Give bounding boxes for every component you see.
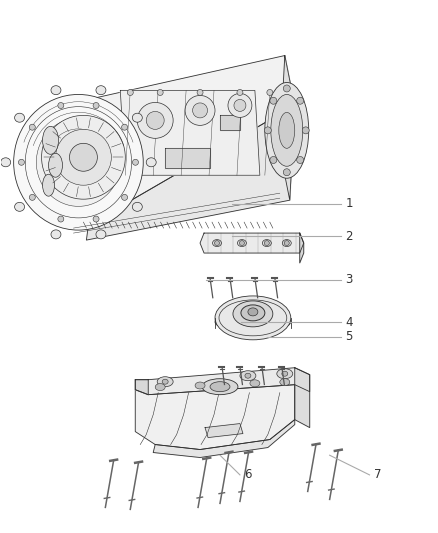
Text: 5: 5 [345, 330, 353, 343]
Polygon shape [86, 106, 295, 240]
Circle shape [283, 169, 290, 176]
Ellipse shape [185, 95, 215, 125]
Ellipse shape [1, 158, 11, 167]
Ellipse shape [283, 239, 291, 247]
Circle shape [297, 97, 304, 104]
Circle shape [93, 216, 99, 222]
Circle shape [270, 157, 277, 164]
Circle shape [270, 97, 277, 104]
Ellipse shape [234, 100, 246, 111]
Text: 7: 7 [374, 469, 381, 481]
Ellipse shape [237, 239, 247, 247]
Circle shape [122, 124, 127, 130]
Circle shape [265, 240, 269, 246]
Circle shape [283, 85, 290, 92]
Ellipse shape [132, 113, 142, 122]
Ellipse shape [51, 86, 61, 95]
Circle shape [58, 102, 64, 109]
Ellipse shape [210, 382, 230, 392]
Ellipse shape [265, 83, 309, 178]
Circle shape [122, 195, 127, 200]
Ellipse shape [240, 371, 256, 381]
Polygon shape [153, 419, 295, 457]
Text: 4: 4 [345, 316, 353, 329]
Ellipse shape [241, 305, 265, 321]
Ellipse shape [42, 126, 59, 154]
Text: 3: 3 [345, 273, 353, 286]
Text: 2: 2 [345, 230, 353, 243]
Ellipse shape [279, 112, 295, 148]
Ellipse shape [248, 308, 258, 316]
Circle shape [157, 90, 163, 95]
Circle shape [215, 240, 219, 246]
Ellipse shape [157, 377, 173, 386]
Ellipse shape [96, 86, 106, 95]
Ellipse shape [56, 130, 111, 185]
Polygon shape [300, 233, 304, 263]
Polygon shape [220, 116, 240, 131]
Ellipse shape [51, 230, 61, 239]
Circle shape [58, 216, 64, 222]
Ellipse shape [146, 111, 164, 130]
Polygon shape [120, 91, 260, 175]
Ellipse shape [162, 379, 168, 384]
Ellipse shape [42, 174, 54, 196]
Polygon shape [88, 55, 295, 225]
Ellipse shape [14, 94, 143, 230]
Ellipse shape [49, 154, 63, 177]
Ellipse shape [70, 143, 97, 171]
Ellipse shape [155, 384, 165, 391]
Polygon shape [165, 148, 210, 168]
Ellipse shape [215, 312, 291, 332]
Circle shape [93, 102, 99, 109]
Ellipse shape [282, 371, 288, 376]
Ellipse shape [195, 382, 205, 389]
Circle shape [29, 195, 35, 200]
Circle shape [29, 124, 35, 130]
Circle shape [132, 159, 138, 165]
Ellipse shape [262, 239, 271, 247]
Polygon shape [135, 379, 148, 394]
Circle shape [265, 127, 271, 134]
Circle shape [267, 90, 273, 95]
Circle shape [18, 159, 25, 165]
Ellipse shape [42, 116, 125, 199]
Text: 1: 1 [345, 197, 353, 211]
Ellipse shape [280, 378, 290, 385]
Ellipse shape [228, 93, 252, 117]
Ellipse shape [215, 296, 291, 340]
Circle shape [237, 90, 243, 95]
Ellipse shape [132, 203, 142, 211]
Circle shape [240, 240, 244, 246]
Ellipse shape [250, 380, 260, 387]
Ellipse shape [96, 230, 106, 239]
Circle shape [127, 90, 133, 95]
Ellipse shape [137, 102, 173, 139]
Ellipse shape [212, 239, 222, 247]
Polygon shape [205, 424, 243, 438]
Ellipse shape [271, 94, 303, 166]
Ellipse shape [202, 379, 238, 394]
Ellipse shape [146, 158, 156, 167]
Polygon shape [200, 233, 304, 253]
Circle shape [284, 240, 289, 246]
Circle shape [302, 127, 309, 134]
Polygon shape [295, 368, 310, 427]
Ellipse shape [14, 113, 25, 122]
Circle shape [297, 157, 304, 164]
Ellipse shape [193, 103, 208, 118]
Ellipse shape [277, 369, 293, 379]
Polygon shape [135, 385, 295, 449]
Text: 6: 6 [244, 469, 251, 481]
Ellipse shape [36, 118, 120, 206]
Ellipse shape [14, 203, 25, 211]
Ellipse shape [245, 373, 251, 378]
Ellipse shape [233, 301, 273, 327]
Polygon shape [135, 368, 310, 394]
Polygon shape [280, 55, 295, 200]
Circle shape [197, 90, 203, 95]
